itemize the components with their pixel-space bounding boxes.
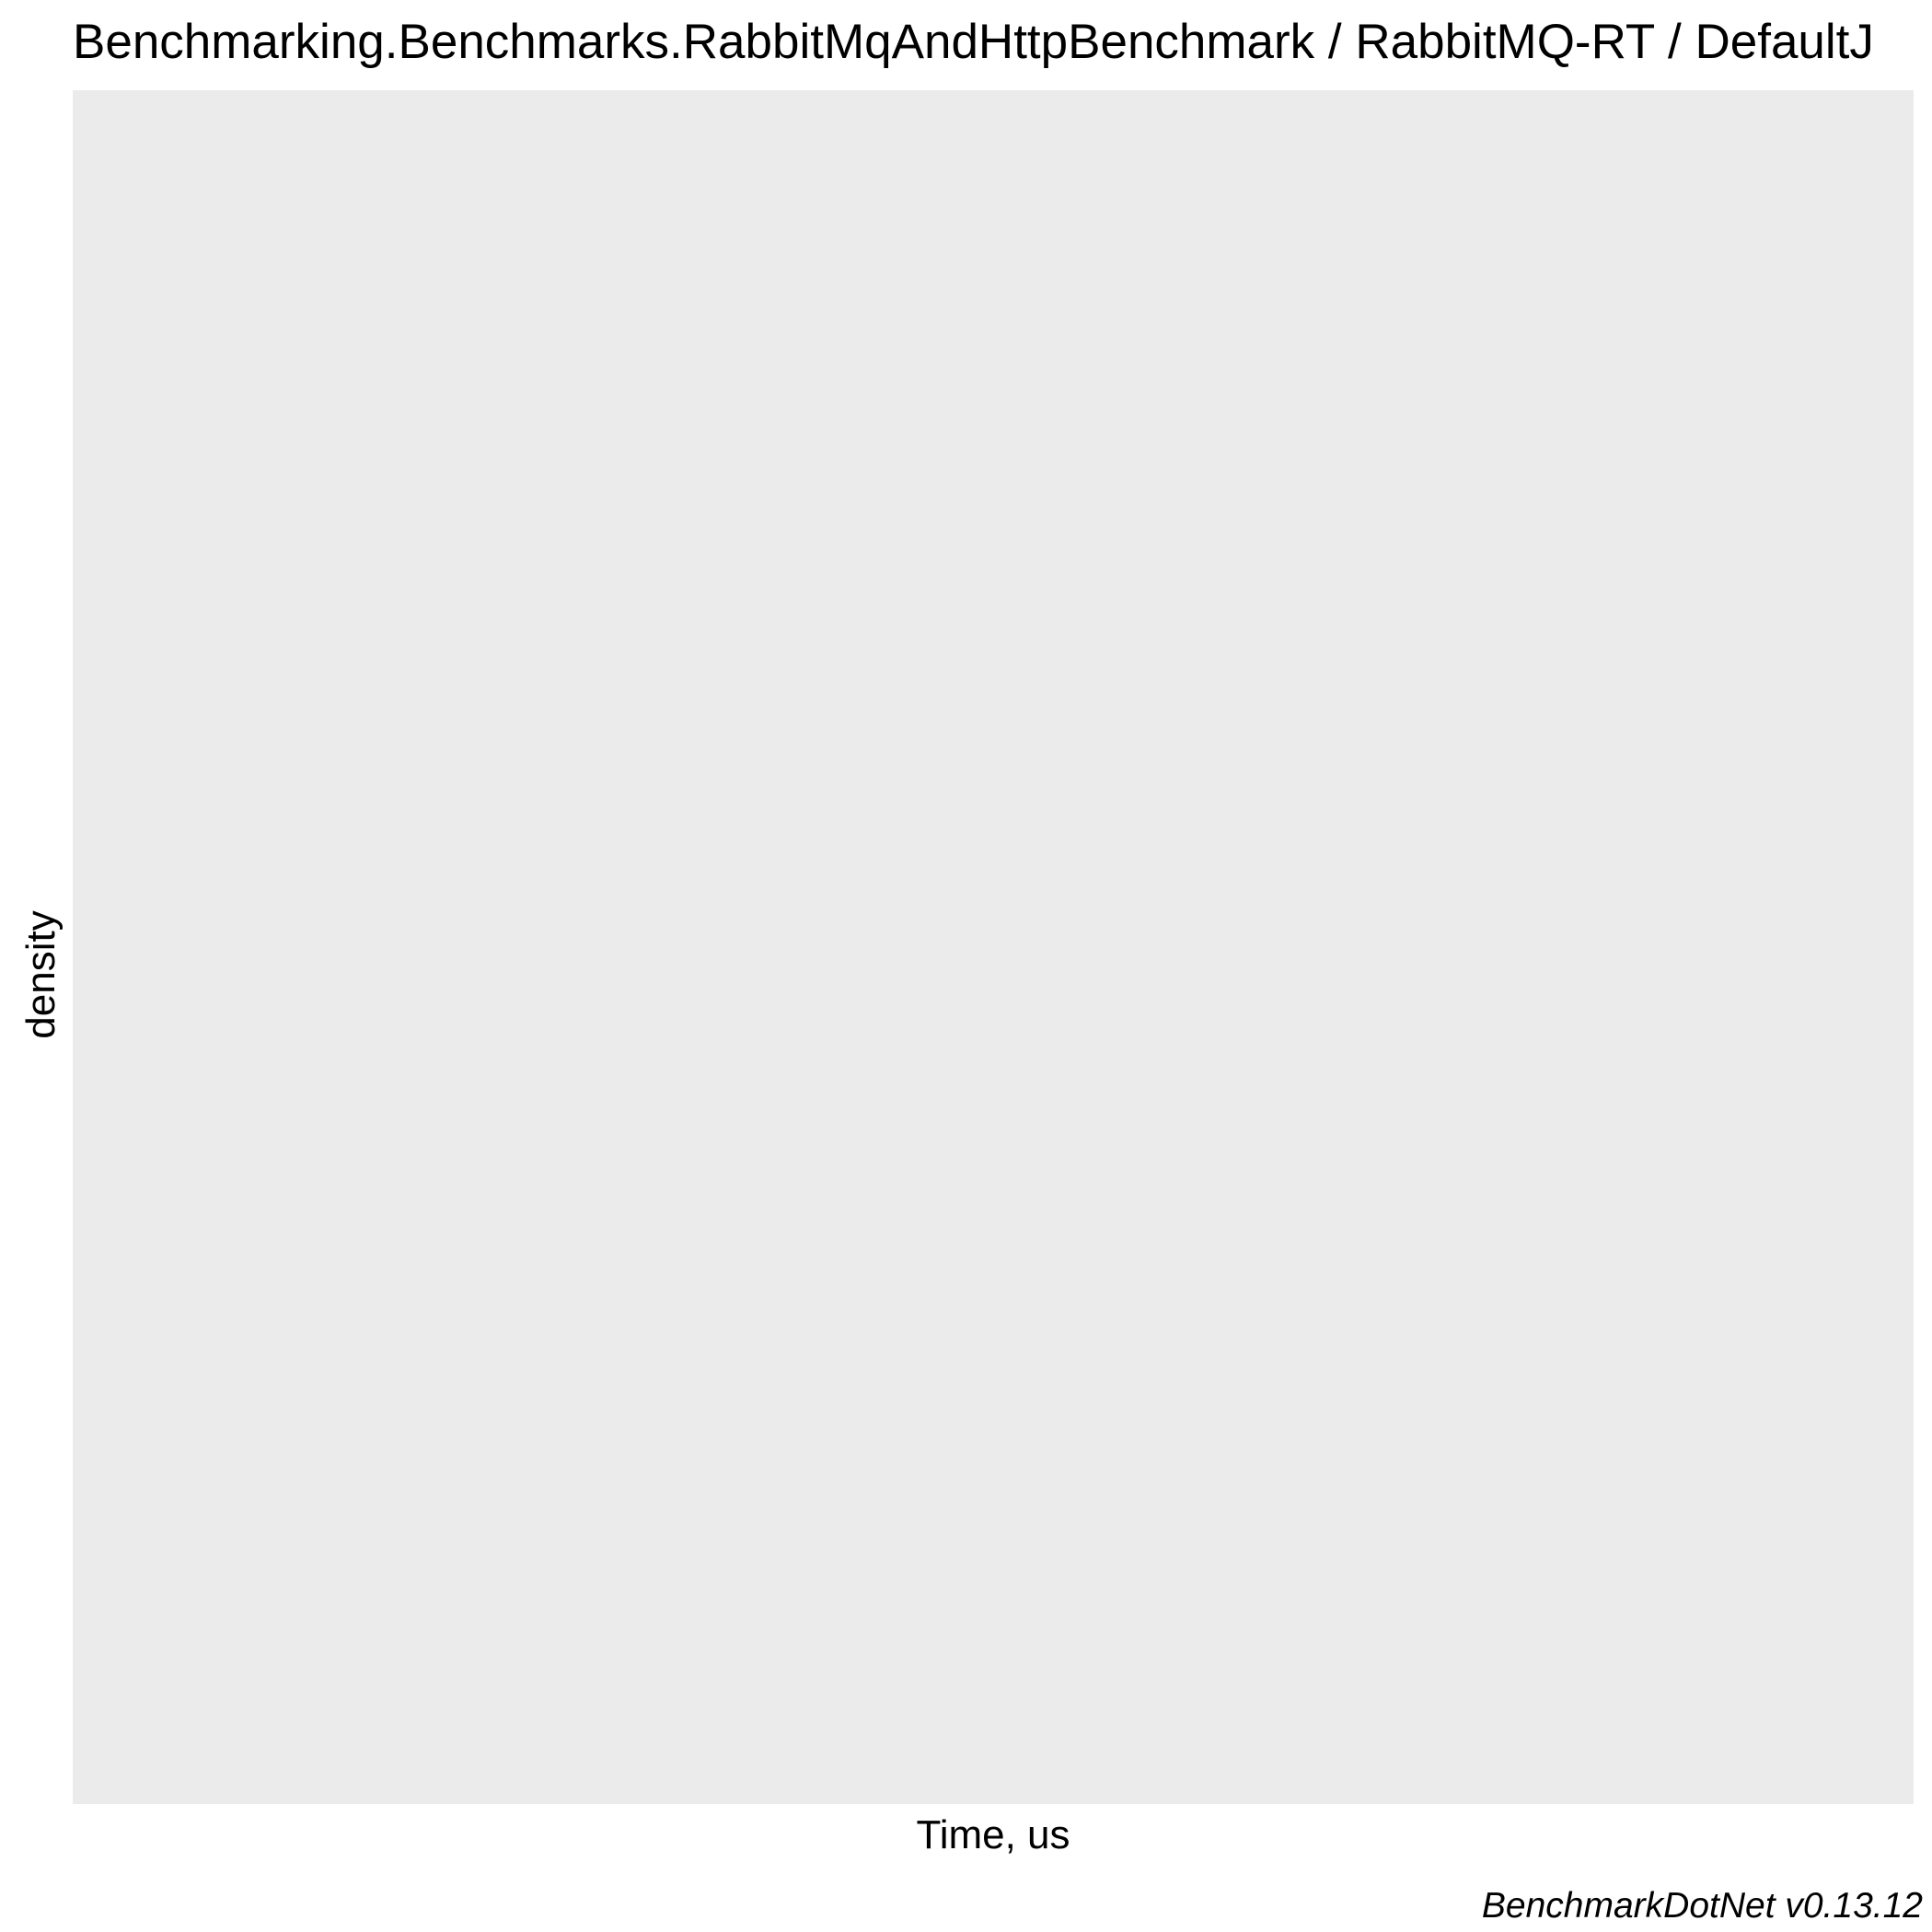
plot-panel [73,90,1914,1804]
chart-title: Benchmarking.Benchmarks.RabbitMqAndHttpB… [73,15,1874,69]
y-axis-label: density [9,910,74,1038]
y-axis-label-text: density [18,910,64,1039]
chart-caption: BenchmarkDotNet v0.13.12 [1481,1886,1923,1926]
x-axis-label: Time, us [916,1812,1070,1857]
